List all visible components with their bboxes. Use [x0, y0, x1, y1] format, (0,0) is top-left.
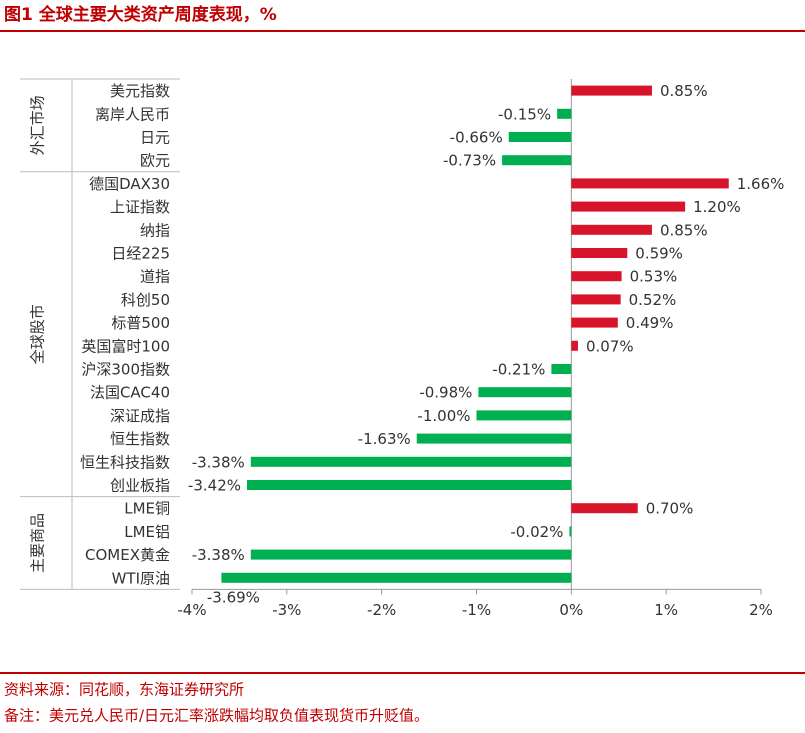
x-tick-label: 0% — [559, 601, 583, 619]
bar — [478, 387, 572, 398]
bar — [250, 456, 572, 467]
bar — [221, 572, 572, 583]
y-tick-label: 欧元 — [140, 152, 170, 170]
y-tick-label: 恒生指数 — [110, 430, 170, 448]
value-label: -1.63% — [358, 430, 411, 448]
value-label: -1.00% — [417, 407, 470, 425]
x-tick-label: 2% — [749, 601, 773, 619]
bar — [571, 340, 578, 351]
y-tick-label: WTI原油 — [112, 569, 170, 587]
value-label: 0.85% — [660, 221, 708, 239]
value-label: 0.49% — [626, 314, 674, 332]
value-label: -3.42% — [188, 477, 241, 495]
bar — [571, 178, 729, 189]
bar — [551, 364, 572, 374]
value-label: 0.07% — [586, 337, 634, 355]
y-tick-label: 标普500 — [111, 314, 170, 332]
x-tick-label: -1% — [462, 601, 491, 619]
bar — [247, 480, 572, 490]
x-tick-label: -3% — [272, 601, 301, 619]
y-tick-label: 德国DAX30 — [89, 175, 170, 193]
value-label: 0.52% — [629, 291, 677, 309]
value-label: -3.69% — [207, 588, 260, 606]
group-label: 全球股市 — [29, 304, 47, 364]
bar — [571, 317, 618, 328]
value-label: -0.02% — [510, 523, 563, 541]
value-label: -0.21% — [492, 361, 545, 379]
y-tick-label: 恒生科技指数 — [80, 453, 170, 471]
x-tick-label: 1% — [654, 601, 678, 619]
bar — [571, 503, 638, 514]
bar — [508, 132, 572, 142]
bar — [571, 224, 652, 235]
y-tick-label: 英国富时100 — [81, 337, 170, 355]
y-tick-label: 创业板指 — [110, 477, 170, 495]
value-label: -3.38% — [192, 546, 245, 564]
bar — [571, 248, 628, 258]
bar — [557, 108, 572, 119]
chart-title: 图1 全球主要大类资产周度表现，% — [4, 4, 277, 25]
value-label: -0.73% — [443, 152, 496, 170]
group-label: 主要商品 — [29, 513, 47, 573]
x-tick-label: -2% — [367, 601, 396, 619]
y-tick-label: 沪深300指数 — [81, 361, 170, 379]
value-label: 0.85% — [660, 82, 708, 100]
y-tick-label: COMEX黄金 — [85, 546, 170, 564]
bar — [416, 433, 572, 444]
y-tick-label: 日经225 — [111, 245, 170, 263]
bar — [250, 549, 572, 560]
group-label: 外汇市场 — [29, 95, 47, 155]
value-label: -0.66% — [450, 129, 503, 147]
y-tick-label: LME铜 — [124, 500, 170, 518]
bar — [571, 201, 686, 212]
y-tick-label: 上证指数 — [110, 198, 170, 216]
y-tick-label: 纳指 — [140, 221, 170, 239]
value-label: 0.70% — [646, 500, 694, 518]
y-tick-label: 离岸人民币 — [95, 105, 170, 123]
bar — [569, 526, 572, 537]
value-label: 1.66% — [737, 175, 785, 193]
x-tick-label: -4% — [177, 601, 206, 619]
y-tick-label: 科创50 — [121, 291, 170, 309]
value-label: -0.98% — [419, 384, 472, 402]
y-tick-label: 日元 — [140, 129, 170, 147]
value-label: 1.20% — [693, 198, 741, 216]
bar — [502, 155, 572, 166]
value-label: 0.59% — [635, 245, 683, 263]
y-tick-label: LME铝 — [124, 523, 170, 541]
bar — [476, 410, 572, 421]
value-label: 0.53% — [630, 268, 678, 286]
bar — [571, 294, 621, 305]
value-label: -3.38% — [192, 453, 245, 471]
bar — [571, 271, 622, 282]
bar — [571, 85, 652, 96]
y-tick-label: 道指 — [140, 268, 170, 286]
note: 备注：美元兑人民币/日元汇率涨跌幅均取负值表现货币升贬值。 — [4, 707, 429, 725]
y-tick-label: 法国CAC40 — [90, 384, 170, 402]
y-tick-label: 深证成指 — [110, 407, 170, 425]
y-tick-label: 美元指数 — [110, 82, 170, 100]
source: 资料来源：同花顺，东海证券研究所 — [4, 681, 244, 699]
value-label: -0.15% — [498, 105, 551, 123]
